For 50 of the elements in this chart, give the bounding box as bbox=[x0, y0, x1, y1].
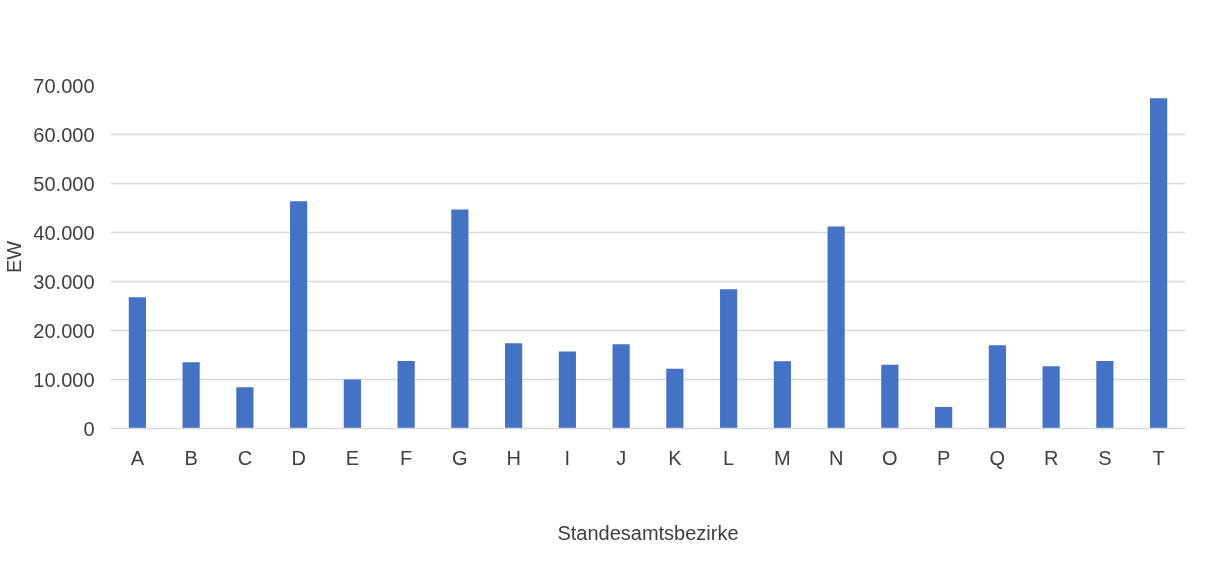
x-tick-label: B bbox=[184, 446, 198, 469]
bar bbox=[988, 345, 1006, 429]
bar bbox=[720, 289, 738, 429]
x-tick-label: P bbox=[936, 446, 951, 469]
bar bbox=[935, 406, 953, 429]
x-tick-label: D bbox=[291, 446, 306, 469]
x-tick-label: F bbox=[400, 446, 413, 469]
y-tick-label: 60.000 bbox=[33, 123, 95, 146]
x-tick-label: M bbox=[774, 446, 791, 469]
bar bbox=[505, 343, 523, 429]
x-axis-title: Standesamtsbezirke bbox=[557, 521, 739, 544]
x-tick-label: Q bbox=[989, 446, 1006, 469]
y-tick-label: 10.000 bbox=[33, 368, 95, 391]
bar bbox=[1042, 366, 1060, 429]
x-tick-label: H bbox=[506, 446, 521, 469]
y-tick-label: 30.000 bbox=[33, 270, 95, 293]
y-tick-label: 40.000 bbox=[33, 221, 95, 244]
x-tick-label: L bbox=[723, 446, 735, 469]
x-tick-label: R bbox=[1043, 446, 1059, 469]
x-tick-label: O bbox=[882, 446, 898, 469]
x-tick-label: E bbox=[345, 446, 360, 469]
bar bbox=[558, 351, 576, 429]
y-tick-label: 0 bbox=[83, 417, 95, 440]
y-tick-label: 20.000 bbox=[33, 319, 95, 342]
x-tick-label: G bbox=[452, 446, 468, 469]
x-tick-label: K bbox=[668, 446, 683, 469]
bar bbox=[1150, 98, 1168, 429]
bar bbox=[451, 209, 469, 429]
bar bbox=[612, 344, 630, 429]
x-tick-label: A bbox=[130, 446, 145, 469]
x-tick-label: T bbox=[1152, 446, 1165, 469]
bar bbox=[236, 387, 254, 429]
bar bbox=[773, 361, 791, 429]
bar bbox=[290, 201, 308, 429]
x-tick-label: N bbox=[828, 446, 844, 469]
y-tick-label: 50.000 bbox=[33, 172, 95, 195]
x-tick-label: C bbox=[237, 446, 253, 469]
bar bbox=[827, 226, 845, 429]
bar bbox=[343, 379, 361, 429]
bar bbox=[182, 362, 200, 429]
bar bbox=[397, 360, 415, 429]
bar bbox=[1096, 360, 1114, 429]
y-tick-label: 70.000 bbox=[33, 74, 95, 97]
x-tick-label: J bbox=[616, 446, 627, 469]
bar bbox=[128, 297, 146, 429]
y-axis-title: EW bbox=[3, 240, 26, 274]
bar bbox=[881, 364, 899, 429]
x-tick-label: S bbox=[1098, 446, 1112, 469]
x-tick-label: I bbox=[564, 446, 571, 469]
bar bbox=[666, 368, 684, 429]
